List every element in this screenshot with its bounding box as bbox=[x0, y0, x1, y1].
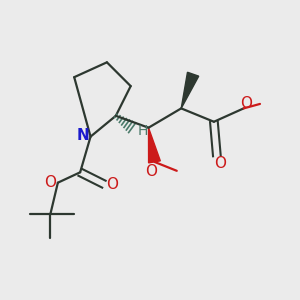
Text: O: O bbox=[241, 96, 253, 111]
Text: O: O bbox=[106, 177, 118, 192]
Polygon shape bbox=[181, 72, 199, 108]
Text: O: O bbox=[44, 175, 56, 190]
Text: H: H bbox=[137, 124, 148, 138]
Polygon shape bbox=[148, 128, 160, 163]
Text: O: O bbox=[145, 164, 157, 179]
Text: O: O bbox=[214, 156, 226, 171]
Text: N: N bbox=[77, 128, 89, 142]
